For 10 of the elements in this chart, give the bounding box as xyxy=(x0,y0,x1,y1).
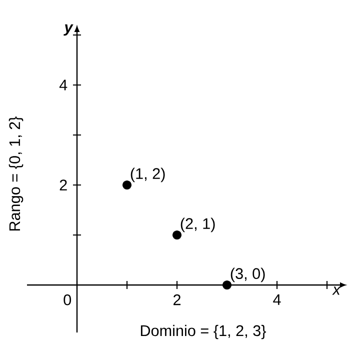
x-tick-label: 0 xyxy=(64,294,72,306)
text: Rango = {0, 1, 2} xyxy=(8,116,24,231)
annotation: (2, 1) xyxy=(180,218,215,232)
annotation: (3, 0) xyxy=(230,268,265,282)
x-tick-label: 2 xyxy=(174,294,180,306)
x-tick-label: 4 xyxy=(273,294,281,305)
x-axis-title: x xyxy=(332,286,341,295)
y-axis-title: y xyxy=(64,24,74,36)
annotation: (1, 2) xyxy=(130,168,165,182)
annotation: Dominio = {1, 2, 3} xyxy=(140,324,266,340)
